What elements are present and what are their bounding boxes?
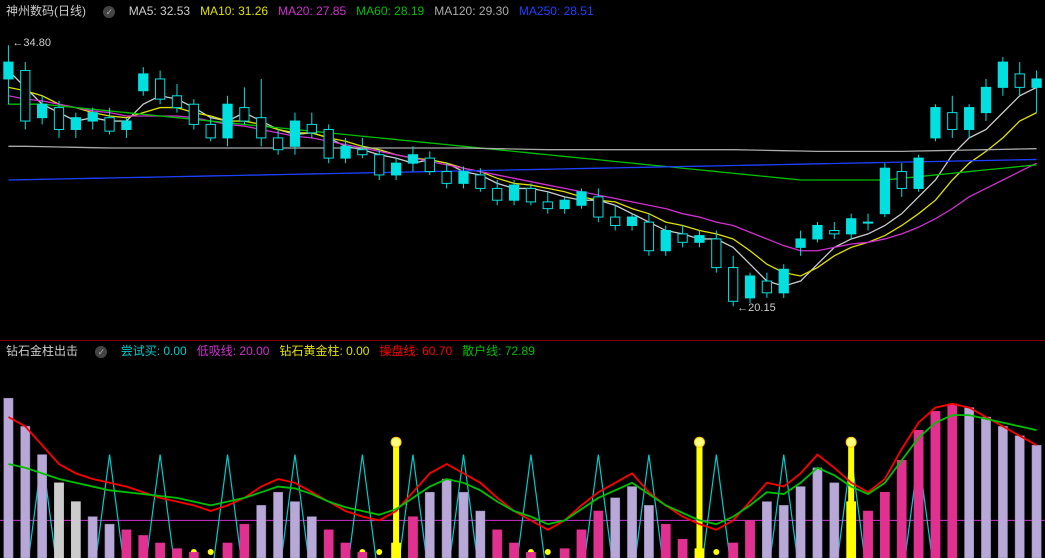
ma-legend-item: MA5: 32.53 — [129, 4, 190, 18]
indicator-legend-item: 钻石黄金柱: 0.00 — [279, 344, 369, 358]
toggle-icon[interactable]: ✓ — [103, 6, 115, 18]
indicator-title: 钻石金柱出击 — [6, 344, 78, 358]
bottom-legend: 钻石金柱出击 ✓ 尝试买: 0.00 低吸线: 20.00 钻石黄金柱: 0.00 操… — [6, 342, 555, 359]
ma-legend-item: MA20: 27.85 — [278, 4, 346, 18]
indicator-legend-item: 尝试买: 0.00 — [121, 344, 187, 358]
price-panel[interactable]: 神州数码(日线) ✓ MA5: 32.53 MA10: 31.26 MA20: 27… — [0, 0, 1045, 341]
indicator-panel[interactable]: 钻石金柱出击 ✓ 尝试买: 0.00 低吸线: 20.00 钻石黄金柱: 0.00 操… — [0, 340, 1045, 558]
indicator-legend-item: 散户线: 72.89 — [462, 344, 535, 358]
top-legend: 神州数码(日线) ✓ MA5: 32.53 MA10: 31.26 MA20: 27… — [6, 2, 614, 19]
stock-chart-container: 神州数码(日线) ✓ MA5: 32.53 MA10: 31.26 MA20: 27… — [0, 0, 1045, 558]
indicator-chart[interactable] — [0, 340, 1045, 558]
ma-legend-item: MA60: 28.19 — [356, 4, 424, 18]
indicator-legend-item: 操盘线: 60.70 — [379, 344, 452, 358]
ma-legend-item: MA120: 29.30 — [434, 4, 509, 18]
candlestick-chart[interactable] — [0, 0, 1045, 340]
toggle-icon[interactable]: ✓ — [95, 346, 107, 358]
indicator-legend-item: 低吸线: 20.00 — [197, 344, 270, 358]
ma-legend-item: MA10: 31.26 — [200, 4, 268, 18]
high-price-label: ←34.80 — [12, 37, 51, 49]
ma-legend-item: MA250: 28.51 — [519, 4, 594, 18]
stock-title: 神州数码(日线) — [6, 4, 86, 18]
low-price-label: ←20.15 — [737, 302, 776, 314]
